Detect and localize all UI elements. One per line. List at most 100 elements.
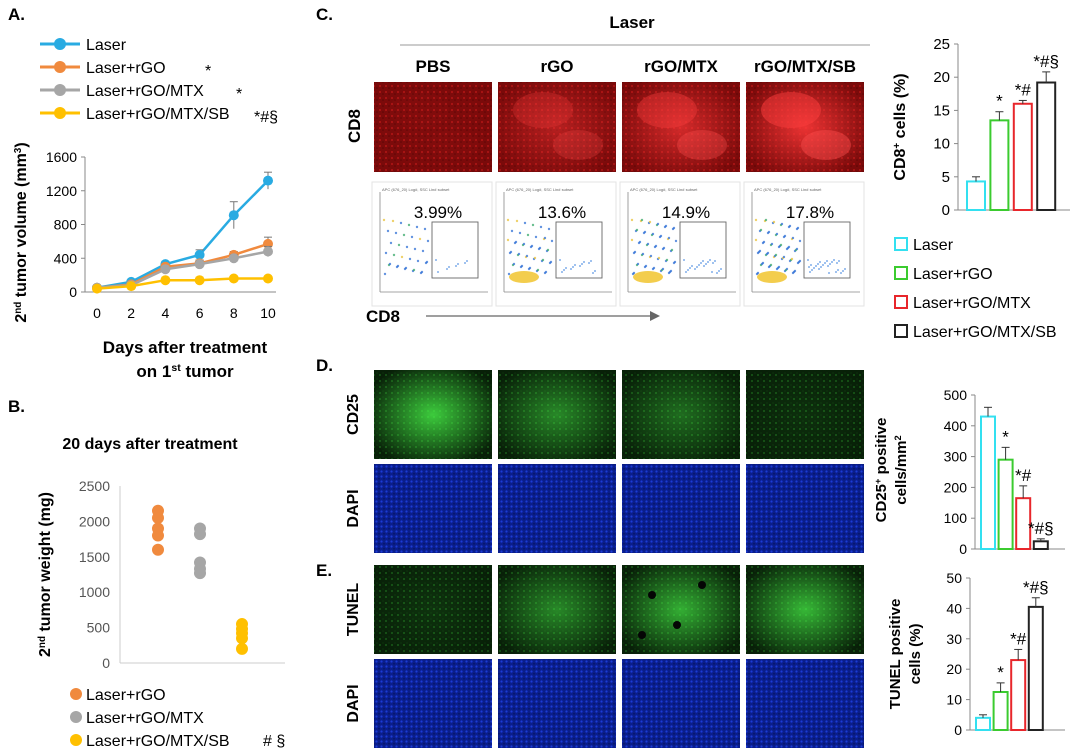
micrograph-blob [801,130,851,160]
flow-event [533,256,537,260]
label-part: nd [13,302,24,314]
dapi-micrograph [498,464,616,553]
legend-marker-1 [54,61,66,73]
flow-event [388,262,392,266]
flow-event [813,267,815,269]
flow-event [446,268,448,270]
y-tick-label: 0 [942,202,950,219]
panel-d-letter: D. [316,356,333,375]
flow-event [703,265,705,267]
flow-event [448,266,450,268]
bar-1 [997,458,1014,550]
legend-marker-1 [70,711,82,723]
flow-event [756,271,760,275]
y-tick-label: 2000 [79,513,110,529]
flow-event [657,256,661,260]
flow-event [506,238,510,242]
flow-event [512,262,516,266]
flow-event [405,245,409,249]
flow-plot-header: APC (676_20) Log#, SSC Lin# subset [754,187,822,192]
flow-event [579,265,581,267]
flow-event [662,246,666,250]
flow-event [709,259,711,261]
flow-event [416,259,420,263]
label-part: 2 [13,314,30,323]
flow-event [592,272,594,274]
panel-c-bar-chart: 0 5 10 15 20 25 * *#*#§ CD8+ cells (%) [892,36,1070,219]
panel-a-legend: Laser Laser+rGO Laser+rGO/MTX Laser+rGO/MTX… [40,37,278,126]
legend-label-2: Laser+rGO/MTX [86,83,204,100]
micrograph-blob [513,92,573,128]
cd8-micrograph-pbs [374,82,492,172]
flow-event [534,235,538,239]
panel-b: B. 20 days after treatment 0 500 1000 1500 2… [8,397,285,750]
flow-event [588,262,590,264]
bar-1 [992,691,1009,731]
y-tick-label: 0 [102,655,110,671]
flow-event [389,241,393,245]
tunel-micrograph [374,565,492,654]
flow-event [415,225,419,229]
flow-event [410,235,414,239]
flow-event [808,266,810,268]
flow-event [526,233,530,237]
micrograph-signal [622,565,740,654]
significance-mark: * [1002,427,1009,446]
legend-marker-2 [70,734,82,746]
x-tick-label: 2 [127,305,135,321]
flow-event [798,259,802,263]
flow-event [515,219,519,223]
data-point [160,264,171,275]
flow-event [790,257,794,261]
panel-a-letter: A. [8,5,25,24]
flow-event [392,253,396,257]
bar-3 [1036,81,1057,211]
flow-event [691,265,693,267]
flow-event [685,271,687,273]
label-part: 2 [893,435,903,440]
significance-mark: *#§ [1033,52,1059,71]
y-axis-title: 2nd tumor weight (mg) [37,492,55,657]
flow-gate-percent: 13.6% [538,203,586,222]
legend-swatch-1 [894,266,908,280]
flow-event [399,221,403,225]
flow-event [716,272,718,274]
micrograph-blob [761,92,821,128]
data-point [152,529,164,542]
significance-mark: * [996,92,1003,111]
flow-event [561,271,563,273]
column-header-0: PBS [416,57,451,76]
micrograph-signal [374,565,492,654]
flow-plot-3: APC (676_20) Log#, SSC Lin# subset 17.8% [743,181,865,307]
legend-label-0: Laser+rGO [86,687,166,704]
cd25-micrograph [746,370,864,459]
bar-0 [980,415,996,550]
flow-event [546,248,550,252]
flow-event [791,236,795,240]
legend-sig-3: *#§ [254,109,278,126]
flow-event [517,252,521,256]
flow-event [689,267,691,269]
flow-event [633,250,637,254]
flow-event [549,260,553,264]
y-tick-label: 10 [946,692,962,708]
flow-event [425,260,429,264]
flow-event [525,254,529,258]
flow-event [632,271,636,275]
flow-event [435,259,437,261]
y-tick-label: 30 [946,631,962,647]
legend-marker-3 [54,107,66,119]
y-tick-label: 25 [933,36,950,53]
legend-marker-0 [70,688,82,700]
data-point [263,246,273,257]
legend-marker-2 [54,84,66,96]
flow-event [643,230,647,234]
flow-cytometry-row: APC (676_20) Log#, SSC Lin# subset3.99%A… [371,181,865,307]
legend-sig-1: * [205,63,211,80]
flow-event [835,271,837,273]
y-tick-label: 2500 [79,478,110,494]
flow-event [594,270,596,272]
flow-event [565,267,567,269]
flow-event [828,272,830,274]
